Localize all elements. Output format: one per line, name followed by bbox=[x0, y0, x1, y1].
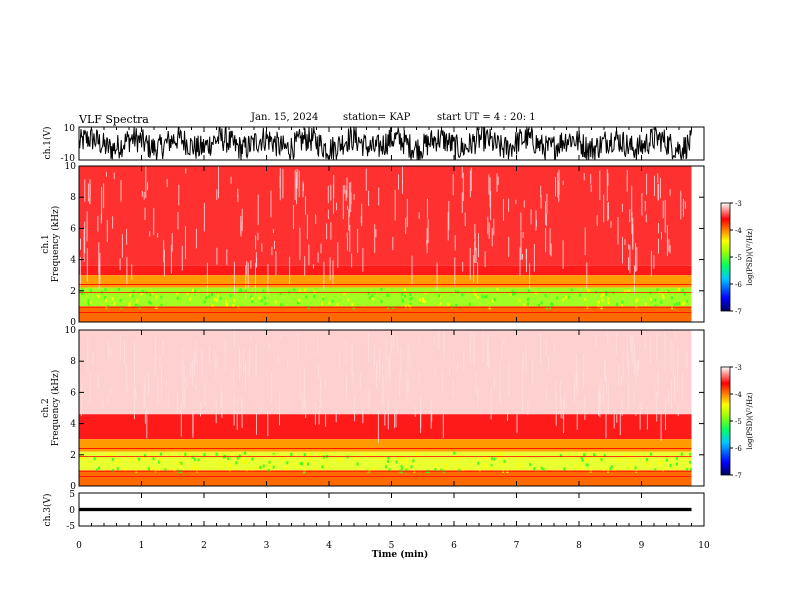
chart-title: VLF Spectra bbox=[79, 113, 149, 126]
ch3-ytick-top: 5 bbox=[69, 490, 75, 500]
colorbar-tick-label: -6 bbox=[735, 281, 742, 289]
colorbar-tick-label: -7 bbox=[735, 472, 742, 480]
frequency-tick-label: 8 bbox=[70, 193, 76, 203]
frequency-tick-label: 6 bbox=[70, 224, 76, 234]
time-tick-label: 10 bbox=[698, 541, 710, 551]
ch3-waveform-trace bbox=[79, 507, 692, 512]
colorbar-tick-label: -5 bbox=[735, 254, 742, 262]
ch1-waveform-panel: 10 -10 ch.1(V) bbox=[42, 124, 705, 164]
ch1-ytick-top: 10 bbox=[64, 124, 76, 134]
colorbar-tick-label: -7 bbox=[735, 308, 742, 316]
ch1-spectrogram-image bbox=[79, 166, 704, 322]
colorbar-tick-label: -3 bbox=[735, 364, 742, 372]
frequency-tick-label: 2 bbox=[70, 451, 76, 461]
ch2-colorbar: -3 -4 -5 -6 -7 log(PSD)(V²/Hz) bbox=[720, 364, 754, 480]
ch2-spectrogram-image bbox=[79, 330, 704, 486]
time-tick-label: 8 bbox=[576, 541, 582, 551]
time-tick-label: 9 bbox=[639, 541, 645, 551]
time-axis-tick-labels: 0 1 2 3 4 5 6 7 8 9 10 bbox=[76, 541, 710, 551]
ch1-ylabel: ch.1(V) bbox=[42, 127, 53, 160]
time-tick-label: 2 bbox=[201, 541, 207, 551]
time-tick-label: 0 bbox=[76, 541, 82, 551]
frequency-tick-label: 4 bbox=[70, 420, 76, 430]
colorbar-tick-label: -5 bbox=[735, 418, 742, 426]
ch3-waveform-panel: 5 0 -5 ch.3(V) bbox=[42, 490, 705, 532]
ch1-channel-label: ch.1 bbox=[41, 234, 51, 253]
ch3-ytick-bottom: -5 bbox=[66, 522, 75, 532]
time-axis-ticks bbox=[78, 127, 705, 526]
ch2-frequency-label: Frequency (kHz) bbox=[50, 370, 61, 447]
ch1-waveform-trace bbox=[78, 126, 692, 161]
ch3-ylabel: ch.3(V) bbox=[42, 494, 53, 527]
ch2-colorbar-label: log(PSD)(V²/Hz) bbox=[746, 392, 754, 449]
ch1-ytick-bottom: -10 bbox=[61, 154, 76, 164]
ch1-frequency-axis: 0 2 4 6 8 10 bbox=[65, 162, 704, 328]
time-tick-label: 7 bbox=[514, 541, 520, 551]
frequency-tick-label: 0 bbox=[70, 318, 76, 328]
frequency-tick-label: 6 bbox=[70, 388, 76, 398]
ch1-frequency-label: Frequency (kHz) bbox=[50, 206, 61, 283]
frequency-tick-label: 10 bbox=[65, 162, 77, 172]
colorbar-tick-label: -4 bbox=[735, 391, 742, 399]
time-tick-label: 6 bbox=[451, 541, 457, 551]
ch1-colorbar: -3 -4 -5 -6 -7 log(PSD)(V²/Hz) bbox=[720, 200, 754, 316]
time-tick-label: 3 bbox=[264, 541, 270, 551]
ch2-frequency-axis: 0 2 4 6 8 10 bbox=[65, 326, 704, 492]
colorbar-tick-label: -3 bbox=[735, 200, 742, 208]
frequency-tick-label: 4 bbox=[70, 256, 76, 266]
ch2-spectrogram-panel: 0 2 4 6 8 10 ch.2 Frequency (kHz) -3 -4 -5 -6 -7 … bbox=[41, 326, 754, 492]
time-tick-label: 1 bbox=[139, 541, 145, 551]
time-axis-label: Time (min) bbox=[372, 549, 429, 560]
date-label: Jan. 15, 2024 bbox=[251, 112, 319, 123]
ch1-colorbar-label: log(PSD)(V²/Hz) bbox=[746, 228, 754, 285]
ch2-channel-label: ch.2 bbox=[41, 398, 51, 417]
frequency-tick-label: 10 bbox=[65, 326, 77, 336]
station-label: station= KAP bbox=[343, 112, 411, 123]
time-tick-label: 5 bbox=[389, 541, 395, 551]
colorbar-tick-label: -6 bbox=[735, 445, 742, 453]
frequency-tick-label: 0 bbox=[70, 482, 76, 492]
ch3-ytick-mid: 0 bbox=[69, 506, 75, 516]
start-time-label: start UT = 4 : 20: 1 bbox=[437, 112, 536, 123]
frequency-tick-label: 2 bbox=[70, 287, 76, 297]
colorbar-tick-label: -4 bbox=[735, 227, 742, 235]
time-tick-label: 4 bbox=[326, 541, 332, 551]
ch1-spectrogram-panel: 0 2 4 6 8 10 ch.1 Frequency (kHz) -3 -4 -5 -6 -7 … bbox=[41, 162, 754, 328]
frequency-tick-label: 8 bbox=[70, 357, 76, 367]
